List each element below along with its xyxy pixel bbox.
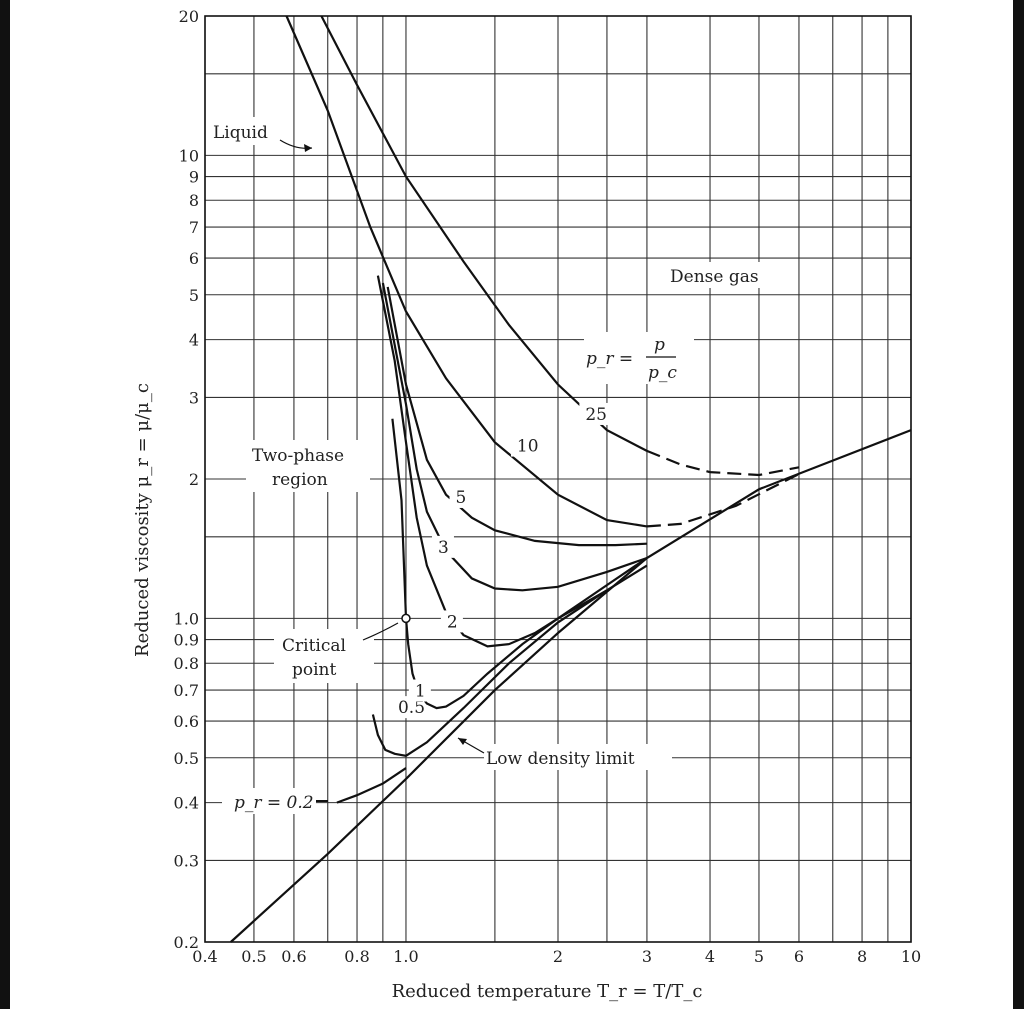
curve-pr-5 xyxy=(386,286,647,547)
annotations: Liquid Dense gas p_r = p p_c Two-phase r… xyxy=(206,117,778,814)
curve-pr-25-dashed xyxy=(646,449,800,477)
y-tick-label: 1.0 xyxy=(174,609,199,628)
x-tick-label: 6 xyxy=(794,947,804,966)
x-tick-label: 0.5 xyxy=(241,947,266,966)
y-tick-label: 10 xyxy=(179,146,199,165)
plot-frame xyxy=(204,15,912,943)
two-phase-label-bg xyxy=(246,440,370,492)
y-tick-label: 0.6 xyxy=(174,712,199,731)
x-tick-label: 10 xyxy=(901,947,921,966)
curve-pr-10 xyxy=(285,15,648,528)
critical-point-label-line2: point xyxy=(292,660,337,680)
critical-point-label-line1: Critical xyxy=(282,636,346,656)
pr-definition-numerator: p xyxy=(654,335,665,355)
y-tick-label: 0.8 xyxy=(174,654,199,673)
pr-definition-lhs: p_r = xyxy=(586,349,633,369)
curve-pr-2 xyxy=(376,275,648,648)
grid xyxy=(204,15,912,943)
curve-label-pr-10: 10 xyxy=(517,437,539,457)
liquid-arrowhead xyxy=(304,144,312,152)
curve-label-bg xyxy=(440,610,463,633)
curve-label-bg xyxy=(449,485,472,508)
two-phase-label-line1: Two-phase xyxy=(252,446,344,466)
y-tick-label: 8 xyxy=(189,191,199,210)
curve-pr-25 xyxy=(320,15,648,452)
pr-definition-bg xyxy=(584,332,694,384)
x-tick-label: 1.0 xyxy=(393,947,418,966)
y-tick-label: 5 xyxy=(189,286,199,305)
curve-label-pr-3: 3 xyxy=(438,538,449,558)
dense-gas-label: Dense gas xyxy=(670,267,759,287)
y-tick-label: 0.5 xyxy=(174,749,199,768)
critical-point-marker xyxy=(401,613,411,624)
y-tick-label: 0.7 xyxy=(174,681,199,700)
tick-labels: 0.4 0.5 0.6 0.8 1.0 2 3 4 5 6 8 10 0.2 0.3 0.4 0.5 0.6 0.… xyxy=(174,7,922,966)
curve-label-pr-0-5: 0.5 xyxy=(398,698,425,718)
y-tick-label: 20 xyxy=(179,7,199,26)
y-tick-label: 9 xyxy=(189,168,199,187)
low-density-arrowhead xyxy=(458,738,467,745)
curves: 0.51 2 3 5 10 25 xyxy=(230,15,912,943)
x-tick-label: 8 xyxy=(857,947,867,966)
curve-pr-low-density-limit xyxy=(230,429,912,943)
curve-label-pr-1: 1 xyxy=(415,682,426,702)
curve-pr-0-5 xyxy=(371,589,608,757)
curve-label-pr-25: 25 xyxy=(585,405,607,425)
x-axis-label: Reduced temperature T_r = T/T_c xyxy=(392,981,703,1002)
liquid-label: Liquid xyxy=(213,123,268,143)
y-tick-label: 0.2 xyxy=(174,933,199,952)
curve-pr-0-2 xyxy=(336,767,407,804)
y-tick-label: 7 xyxy=(189,218,199,237)
low-density-label-bg xyxy=(484,744,672,770)
y-tick-label: 0.3 xyxy=(174,851,199,870)
curve-label-bg xyxy=(579,402,614,425)
curve-label-bg xyxy=(510,434,545,457)
curve-label-bg xyxy=(391,696,426,719)
y-tick-label: 4 xyxy=(189,331,199,350)
dense-gas-label-bg xyxy=(666,262,778,288)
curve-pr-10-dashed xyxy=(646,473,800,528)
curve-label-bg xyxy=(431,535,454,558)
pr-definition-denominator: p_c xyxy=(648,363,677,383)
critical-point-label-bg xyxy=(274,629,374,683)
y-tick-label: 3 xyxy=(189,388,199,407)
two-phase-label-line2: region xyxy=(272,470,328,490)
y-tick-label: 0.9 xyxy=(174,631,199,650)
critical-point-leader xyxy=(362,622,399,641)
curve-label-bg xyxy=(408,679,431,702)
curve-label-pr-5: 5 xyxy=(456,488,467,508)
x-tick-label: 5 xyxy=(754,947,764,966)
figure-page: 0.5 1 2 3 5 10 25 0.4 0.5 0.6 0.8 1.0 2 3 4 5 6 8 10 0.2 0.… xyxy=(10,0,1013,1009)
y-tick-label: 6 xyxy=(189,249,199,268)
x-tick-label: 2 xyxy=(553,947,563,966)
x-tick-label: 0.6 xyxy=(281,947,306,966)
y-axis-label: Reduced viscosity μ_r = μ/μ_c xyxy=(132,383,153,657)
pr-02-label: p_r = 0.2 xyxy=(234,793,314,813)
x-tick-label: 4 xyxy=(705,947,715,966)
y-tick-label: 0.4 xyxy=(174,794,199,813)
axis-labels: Reduced temperature T_r = T/T_c Reduced … xyxy=(132,383,702,1002)
pr-02-label-bg xyxy=(222,788,316,814)
x-tick-label: 0.4 xyxy=(192,947,217,966)
curve-pr-3 xyxy=(381,282,648,592)
x-tick-label: 3 xyxy=(642,947,652,966)
low-density-label: Low density limit xyxy=(486,749,635,769)
curve-label-pr-2: 2 xyxy=(447,612,458,632)
liquid-label-bg xyxy=(206,117,288,145)
y-tick-label: 2 xyxy=(189,470,199,489)
x-tick-label: 0.8 xyxy=(344,947,369,966)
